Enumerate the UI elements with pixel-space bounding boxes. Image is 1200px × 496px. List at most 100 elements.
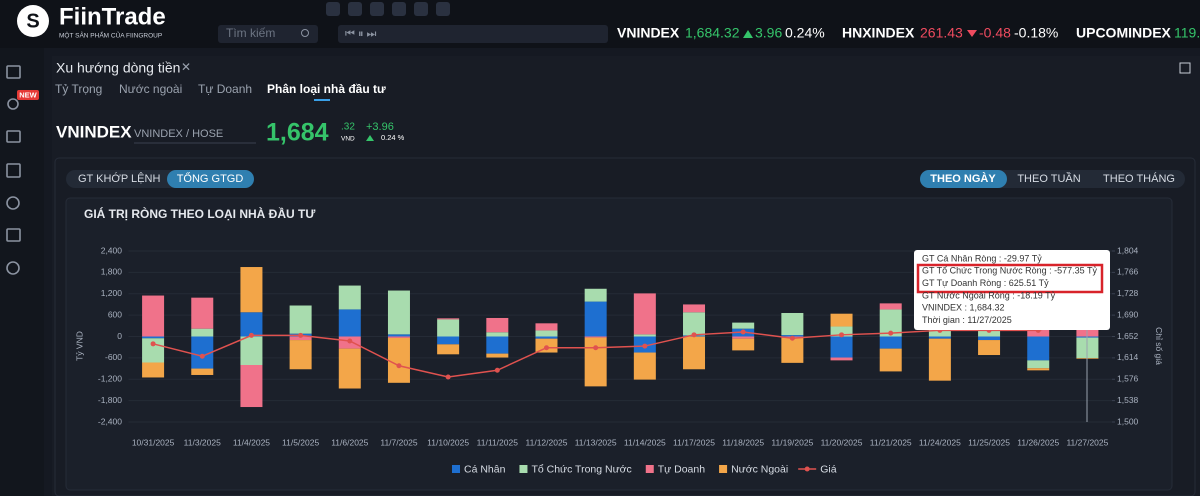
toggle[interactable]: GT KHỚP LỆNH <box>78 172 160 185</box>
bar-segment <box>338 348 361 389</box>
bar-segment <box>879 336 902 349</box>
nav-icon[interactable] <box>6 65 21 79</box>
legend-swatch <box>645 465 654 473</box>
period[interactable]: THEO THÁNG <box>1103 172 1175 185</box>
price-point <box>839 332 845 338</box>
index-value: 261.43 <box>920 25 963 41</box>
y2-axis-label: Chỉ số giá <box>1154 327 1164 365</box>
x-tick-label: 11/4/2025 <box>233 437 270 447</box>
legend-label: Cá Nhân <box>464 463 506 475</box>
tab[interactable]: Tự Doanh <box>198 82 252 96</box>
bar-segment <box>978 329 1001 337</box>
tool-button[interactable] <box>370 2 384 16</box>
period-active[interactable] <box>920 170 1007 188</box>
legend-label: Tổ Chức Trong Nước <box>531 463 631 475</box>
expand-icon[interactable] <box>1179 62 1191 74</box>
legend-swatch <box>719 465 728 473</box>
tool-button[interactable] <box>436 2 450 16</box>
price-point <box>543 345 549 351</box>
tooltip-box <box>914 250 1110 330</box>
price-point <box>445 374 451 380</box>
bar-segment <box>535 336 558 339</box>
x-tick-label: 11/21/2025 <box>870 437 912 447</box>
bar-segment <box>683 304 706 313</box>
price-point <box>248 332 254 338</box>
ticker-controls[interactable] <box>338 25 608 43</box>
tool-button[interactable] <box>392 2 406 16</box>
tooltip-line: GT Tổ Chức Trong Nước Ròng : -577.35 Tỷ <box>922 266 1098 276</box>
bar-segment <box>191 328 214 337</box>
logo[interactable]: FiinTrade <box>59 3 166 30</box>
tagline: MỘT SẢN PHẨM CỦA FIINGROUP <box>59 31 162 40</box>
toolbar <box>326 2 450 16</box>
period[interactable]: THEO NGÀY <box>930 172 996 185</box>
bar-segment <box>535 330 558 337</box>
down-arrow <box>967 30 977 37</box>
x-tick-label: 11/13/2025 <box>575 437 617 447</box>
tab[interactable]: Tỷ Trọng <box>55 82 102 96</box>
index-change: -0.48 <box>979 25 1011 41</box>
nav-icon[interactable] <box>6 163 21 178</box>
nav-icon[interactable] <box>6 196 20 210</box>
bar-segment <box>633 352 656 380</box>
y2-tick-label: 1,728 <box>1117 288 1139 298</box>
bar-segment <box>142 362 165 378</box>
tool-button[interactable] <box>414 2 428 16</box>
bar-segment <box>978 336 1001 341</box>
tool-button[interactable] <box>348 2 362 16</box>
percent: 0.24 % <box>381 133 405 142</box>
bar-segment <box>879 309 902 337</box>
y-tick-label: -2,400 <box>98 416 122 426</box>
y2-tick-label: 1,652 <box>1117 331 1139 341</box>
close-icon[interactable]: ✕ <box>181 60 191 74</box>
bar-segment <box>191 336 214 369</box>
y2-tick-label: 1,614 <box>1117 352 1139 362</box>
tab-active[interactable]: Phân loại nhà đầu tư <box>267 82 386 96</box>
tooltip-line: VNINDEX : 1,684.32 <box>922 303 1005 313</box>
legend-label: Giá <box>820 463 837 475</box>
toggle-active[interactable] <box>167 170 254 188</box>
bar-segment <box>633 334 656 337</box>
nav-icon[interactable] <box>7 98 19 110</box>
bar-segment <box>535 323 558 331</box>
index-name: HNXINDEX <box>842 25 915 41</box>
bar-segment <box>387 337 410 383</box>
bar-segment <box>1027 368 1050 371</box>
chart-title: GIÁ TRỊ RÒNG THEO LOẠI NHÀ ĐẦU TƯ <box>84 206 315 221</box>
bar-segment <box>338 285 361 310</box>
tool-button[interactable] <box>326 2 340 16</box>
bar-segment <box>830 336 853 358</box>
tooltip-line: GT Tự Doanh Ròng : 625.51 Tỷ <box>922 278 1049 288</box>
bar-segment <box>387 290 410 335</box>
nav-icon[interactable] <box>6 228 21 242</box>
bar-segment <box>338 309 361 337</box>
x-tick-label: 11/6/2025 <box>331 437 368 447</box>
tab[interactable]: Nước ngoài <box>119 82 182 96</box>
up-arrow <box>743 30 753 38</box>
bar-segment <box>142 336 165 339</box>
toggle[interactable]: TỔNG GTGD <box>177 172 244 185</box>
nav-icon[interactable] <box>6 261 20 275</box>
plot: 2,400 1,800 1,200 600 0 -600 -1,200 -1,800 -2,40… <box>98 245 1139 475</box>
search-box[interactable] <box>218 25 318 43</box>
y-tick-label: 2,400 <box>101 245 123 255</box>
tooltip: GT Cá Nhân Ròng : -29.97 Tỷ GT Tổ Chức Tr… <box>914 250 1110 330</box>
bar-segment <box>584 288 607 302</box>
x-tick-label: 11/11/2025 <box>477 437 519 447</box>
price-point <box>789 335 795 341</box>
y2-tick-label: 1,500 <box>1117 416 1139 426</box>
bar-segment <box>830 326 853 337</box>
nav-icon[interactable] <box>6 130 21 143</box>
x-tick-label: 11/19/2025 <box>771 437 813 447</box>
period[interactable]: THEO TUẦN <box>1017 172 1080 185</box>
up-arrow <box>366 135 374 141</box>
exchange: VNINDEX / HOSE <box>134 128 223 140</box>
price-point <box>347 338 353 344</box>
price-point <box>150 341 156 347</box>
bar-segment <box>879 348 902 372</box>
chart-card <box>65 197 1173 491</box>
bar-segment <box>633 293 656 335</box>
bar-segment <box>486 353 509 358</box>
